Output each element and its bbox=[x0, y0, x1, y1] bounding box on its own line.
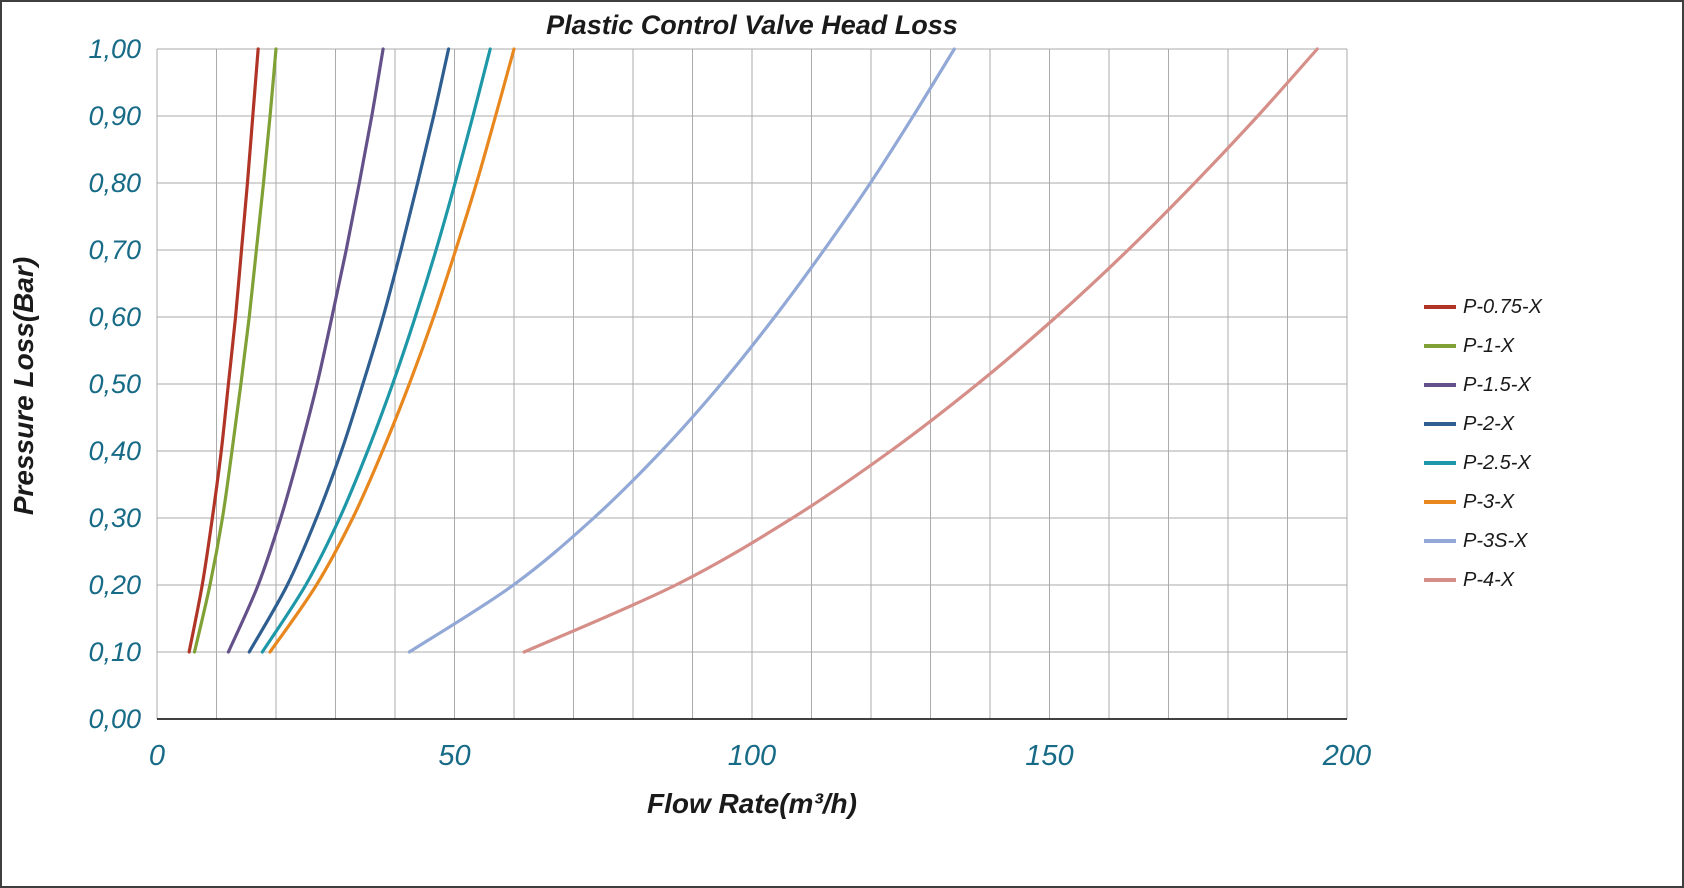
x-axis-title: Flow Rate(m³/h) bbox=[647, 788, 857, 819]
x-tick-label: 150 bbox=[1025, 740, 1073, 772]
legend-label: P-1.5-X bbox=[1463, 373, 1531, 396]
series-line-P-1-X bbox=[192, 47, 278, 654]
y-tick-label: 0,90 bbox=[88, 101, 141, 131]
legend-item-P-1-X: P-1-X bbox=[1424, 334, 1542, 358]
y-tick-label: 0,30 bbox=[88, 503, 141, 533]
series-line-P-2.5-X bbox=[260, 47, 492, 654]
series-line-P-0.75-X bbox=[187, 47, 260, 654]
y-tick-label: 0,00 bbox=[88, 704, 141, 734]
legend-item-P-4-X: P-4-X bbox=[1424, 568, 1542, 592]
legend-item-P-2.5-X: P-2.5-X bbox=[1424, 451, 1542, 475]
y-tick-label: 1,00 bbox=[88, 34, 141, 64]
series-line-P-3-X bbox=[268, 47, 516, 654]
legend-line-swatch bbox=[1424, 500, 1456, 504]
y-tick-label: 0,10 bbox=[88, 637, 141, 667]
x-tick-label: 100 bbox=[728, 740, 776, 772]
y-tick-label: 0,80 bbox=[88, 168, 141, 198]
legend-label: P-4-X bbox=[1463, 568, 1515, 591]
x-tick-label: 0 bbox=[149, 740, 165, 772]
y-tick-label: 0,60 bbox=[88, 302, 141, 332]
legend-line-swatch bbox=[1424, 305, 1456, 309]
legend-line-swatch bbox=[1424, 383, 1456, 387]
legend-item-P-0.75-X: P-0.75-X bbox=[1424, 295, 1542, 319]
legend-line-swatch bbox=[1424, 461, 1456, 465]
legend-line-swatch bbox=[1424, 539, 1456, 543]
legend-item-P-3S-X: P-3S-X bbox=[1424, 529, 1542, 553]
y-tick-label: 0,40 bbox=[88, 436, 141, 466]
legend-item-P-1.5-X: P-1.5-X bbox=[1424, 373, 1542, 397]
y-tick-label: 0,50 bbox=[88, 369, 141, 399]
legend-label: P-1-X bbox=[1463, 334, 1515, 357]
legend-line-swatch bbox=[1424, 422, 1456, 426]
legend-label: P-3-X bbox=[1463, 490, 1515, 513]
legend-item-P-3-X: P-3-X bbox=[1424, 490, 1542, 514]
series-line-P-4-X bbox=[522, 47, 1319, 654]
series-line-P-3S-X bbox=[407, 47, 956, 654]
legend-line-swatch bbox=[1424, 344, 1456, 348]
legend-label: P-0.75-X bbox=[1463, 295, 1542, 318]
series-line-P-1.5-X bbox=[226, 47, 385, 654]
legend-label: P-3S-X bbox=[1463, 529, 1528, 552]
legend-item-P-2-X: P-2-X bbox=[1424, 412, 1542, 436]
series-line-P-2-X bbox=[247, 47, 451, 654]
y-tick-label: 0,20 bbox=[88, 570, 141, 600]
x-tick-label: 50 bbox=[438, 740, 470, 772]
legend-line-swatch bbox=[1424, 578, 1456, 582]
legend: P-0.75-X P-1-X P-1.5-X P-2-X P-2.5-X P-3-X P-3… bbox=[1424, 295, 1542, 592]
chart-title: Plastic Control Valve Head Loss bbox=[546, 10, 958, 40]
legend-label: P-2-X bbox=[1463, 412, 1515, 435]
legend-label: P-2.5-X bbox=[1463, 451, 1531, 474]
x-tick-label: 200 bbox=[1322, 740, 1371, 772]
y-tick-label: 0,70 bbox=[88, 235, 141, 265]
